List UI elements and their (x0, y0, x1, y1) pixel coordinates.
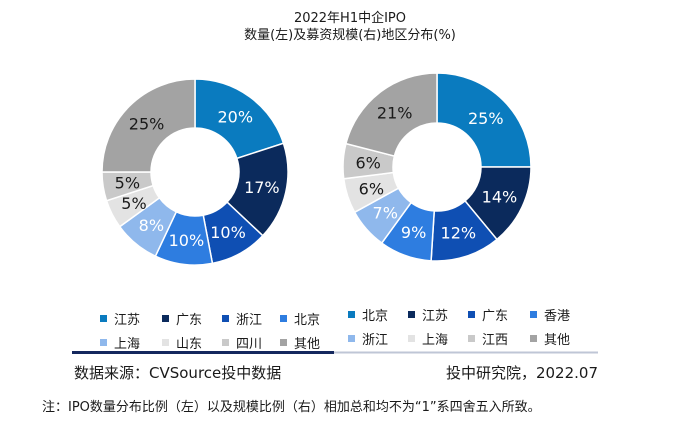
slice-label-香港: 9% (401, 223, 426, 242)
legend-label: 江西 (482, 332, 509, 348)
legend-label: 江苏 (114, 312, 141, 328)
divider-rule (72, 351, 598, 354)
legend-item-浙江: 浙江 (348, 329, 408, 348)
donut-slice-其他 (101, 78, 196, 173)
legend-label: 浙江 (236, 312, 263, 328)
donut-charts: 20% 17% 10% 10% 8% 5%5% 25% 25% 14% 12% 9%7% 6% 6% 21… (101, 72, 532, 266)
slice-label-广东: 17% (244, 178, 280, 197)
legend-item-浙江: 浙江 (222, 309, 280, 328)
legend-swatch (408, 334, 415, 342)
legend-item-广东: 广东 (162, 309, 222, 328)
legend-label: 四川 (236, 336, 263, 352)
publisher-date: 投中研究院，2022.07 (445, 364, 598, 382)
data-source: 数据来源：CVSource投中数据 (74, 364, 282, 382)
divider-rule-dark (72, 351, 334, 354)
divider-rule-light (334, 351, 598, 354)
slice-label-其他: 21% (377, 103, 413, 122)
legend-item-其他: 其他 (280, 333, 340, 352)
slice-label-浙江: 10% (210, 223, 246, 242)
legend-swatch (468, 334, 475, 342)
slice-label-山东: 5% (121, 194, 146, 213)
legend-swatch (100, 314, 107, 322)
legend-label: 浙江 (362, 332, 389, 348)
legend-item-北京: 北京 (348, 305, 408, 324)
legend-label: 江苏 (422, 308, 449, 324)
legend-swatch (280, 314, 287, 322)
legend-swatch (222, 314, 229, 322)
legend-label: 北京 (362, 308, 389, 324)
legend-item-香港: 香港 (530, 305, 590, 324)
slice-label-浙江: 7% (373, 204, 398, 223)
slice-label-广东: 12% (441, 224, 477, 243)
donut-chart-amount: 25% 14% 12% 9%7% 6% 6% 21% (342, 72, 532, 262)
legend-label: 上海 (422, 332, 449, 348)
chart-subtitle: 数量(左)及募资规模(右)地区分布(%) (244, 28, 456, 43)
legend-label: 上海 (114, 336, 141, 352)
legend-swatch (408, 310, 415, 318)
legend-item-山东: 山东 (162, 333, 222, 352)
legend-item-江西: 江西 (468, 329, 530, 348)
legend-swatch (222, 338, 229, 346)
legend-label: 香港 (544, 308, 571, 324)
legend-label: 北京 (294, 312, 321, 328)
legend-item-上海: 上海 (100, 333, 162, 352)
slice-label-北京: 10% (169, 231, 205, 250)
legend-item-上海: 上海 (408, 329, 468, 348)
chart-title-block: 2022年H1中企IPO 数量(左)及募资规模(右)地区分布(%) (0, 10, 700, 44)
slice-label-四川: 5% (115, 174, 140, 193)
slice-label-上海: 8% (139, 216, 164, 235)
legend-left: 江苏 广东 浙江 北京上海 山东 四川 其他 (100, 306, 340, 354)
legend-label: 广东 (176, 312, 203, 328)
legend-item-四川: 四川 (222, 333, 280, 352)
legend-row: 北京 江苏 广东 香港 (348, 302, 590, 326)
legend-swatch (348, 334, 355, 342)
legend-right: 北京 江苏 广东 香港浙江 上海 江西 其他 (348, 302, 590, 350)
legend-item-北京: 北京 (280, 309, 340, 328)
legend-item-江苏: 江苏 (408, 305, 468, 324)
legend-swatch (162, 338, 169, 346)
legend-label: 其他 (544, 332, 571, 348)
legend-swatch (530, 334, 537, 342)
donut-slice-其他 (345, 72, 438, 157)
legend-item-其他: 其他 (530, 329, 590, 348)
chart-title: 2022年H1中企IPO (293, 11, 407, 26)
legend-swatch (162, 314, 169, 322)
slice-label-北京: 25% (468, 109, 504, 128)
legend-label: 山东 (176, 336, 203, 352)
legend-swatch (280, 338, 287, 346)
slice-label-江西: 6% (355, 154, 380, 173)
legend-swatch (100, 338, 107, 346)
legend-label: 其他 (294, 336, 321, 352)
slice-label-上海: 6% (359, 179, 384, 198)
legend-label: 广东 (482, 308, 509, 324)
legend-swatch (348, 310, 355, 318)
donut-slice-北京 (436, 72, 532, 168)
legend-row: 江苏 广东 浙江 北京 (100, 306, 340, 330)
slice-label-江苏: 20% (217, 108, 253, 127)
legend-item-广东: 广东 (468, 305, 530, 324)
legend-row: 上海 山东 四川 其他 (100, 330, 340, 354)
legend-row: 浙江 上海 江西 其他 (348, 326, 590, 350)
footnote: 注：IPO数量分布比例（左）以及规模比例（右）相加总和均不为“1”系四舍五入所致… (42, 400, 541, 415)
donut-chart-count: 20% 17% 10% 10% 8% 5%5% 25% (101, 78, 289, 266)
legend-swatch (530, 310, 537, 318)
slice-label-其他: 25% (129, 115, 165, 134)
slice-label-江苏: 14% (482, 187, 518, 206)
legend-item-江苏: 江苏 (100, 309, 162, 328)
legend-swatch (468, 310, 475, 318)
